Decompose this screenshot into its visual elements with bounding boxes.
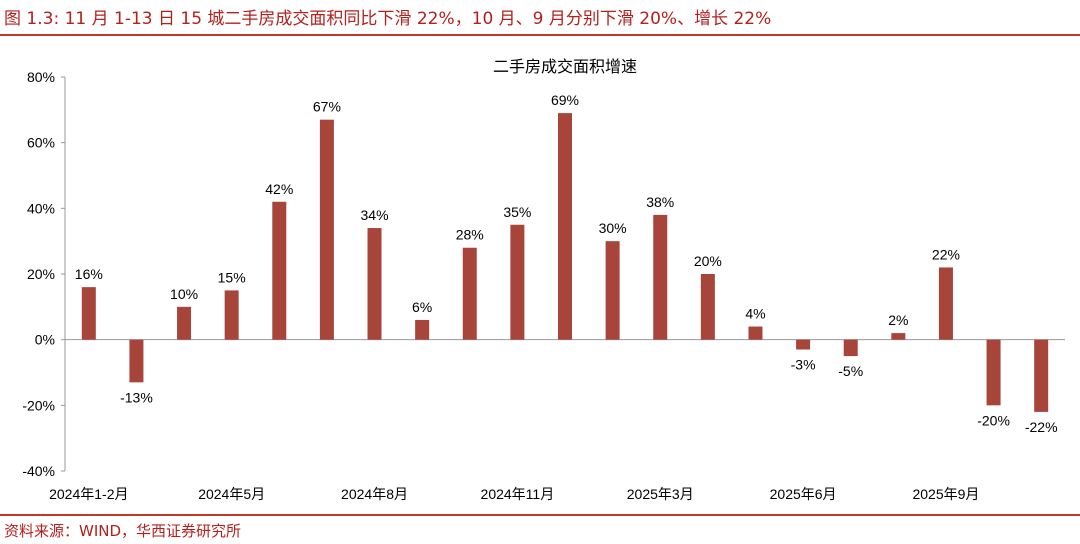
header-divider [0, 34, 1080, 36]
source-note: 资料来源：WIND，华西证券研究所 [4, 522, 242, 540]
bar [319, 119, 334, 340]
data-label: 6% [412, 299, 432, 315]
data-label: -13% [120, 389, 153, 405]
data-label: 34% [361, 207, 389, 223]
y-tick-label: 80% [27, 69, 55, 85]
data-label: 67% [313, 99, 341, 115]
bar [224, 290, 239, 340]
data-label: -3% [791, 357, 816, 373]
bar [605, 241, 620, 340]
bar [81, 287, 96, 340]
bar [796, 339, 811, 350]
y-tick-label: 60% [27, 135, 55, 151]
x-tick-label: 2024年1-2月 [49, 486, 128, 502]
bar [938, 267, 953, 340]
x-tick-label: 2024年8月 [341, 486, 408, 502]
y-tick-label: 0% [35, 332, 55, 348]
data-label: 16% [75, 266, 103, 282]
bar [177, 306, 192, 340]
data-label: 15% [218, 269, 246, 285]
y-tick-label: -40% [22, 463, 55, 479]
chart-title: 二手房成交面积增速 [493, 57, 637, 76]
x-tick-label: 2024年5月 [198, 486, 265, 502]
data-label: 4% [745, 306, 765, 322]
bar [891, 333, 906, 340]
data-label: 28% [456, 227, 484, 243]
data-label: 20% [694, 253, 722, 269]
bar [367, 228, 382, 340]
bar [462, 247, 477, 340]
bar [558, 113, 572, 340]
bar [986, 339, 1001, 406]
data-label: 10% [170, 286, 198, 302]
data-label: 38% [646, 194, 674, 210]
x-tick-label: 2025年6月 [770, 486, 837, 502]
bar [510, 224, 525, 340]
y-tick-label: 40% [27, 200, 55, 216]
bar [129, 339, 144, 383]
y-tick-label: 20% [27, 266, 55, 282]
data-label: 2% [888, 312, 908, 328]
data-label: 35% [503, 204, 531, 220]
x-tick-label: 2025年9月 [912, 486, 979, 502]
data-label: 69% [551, 92, 579, 108]
footer-divider [0, 514, 1080, 516]
bar [415, 319, 430, 340]
data-label: -22% [1025, 419, 1058, 435]
data-label: 42% [265, 181, 293, 197]
x-tick-label: 2024年11月 [481, 486, 555, 502]
bar [843, 339, 858, 357]
bar [700, 274, 715, 340]
bar [272, 201, 287, 340]
bar [653, 214, 668, 340]
data-label: -20% [977, 412, 1010, 428]
bar [1034, 339, 1049, 412]
data-label: 22% [932, 246, 960, 262]
bar [748, 326, 763, 340]
y-tick-label: -20% [22, 397, 55, 413]
figure-title: 图 1.3: 11 月 1-13 日 15 城二手房成交面积同比下滑 22%，1… [4, 9, 772, 29]
bar-chart: 二手房成交面积增速 -40% -20% 0% 20% 40% 60% 80% 16% -13% 10… [22, 57, 1065, 502]
data-label: 30% [599, 220, 627, 236]
data-label: -5% [838, 363, 863, 379]
x-tick-label: 2025年3月 [627, 486, 694, 502]
